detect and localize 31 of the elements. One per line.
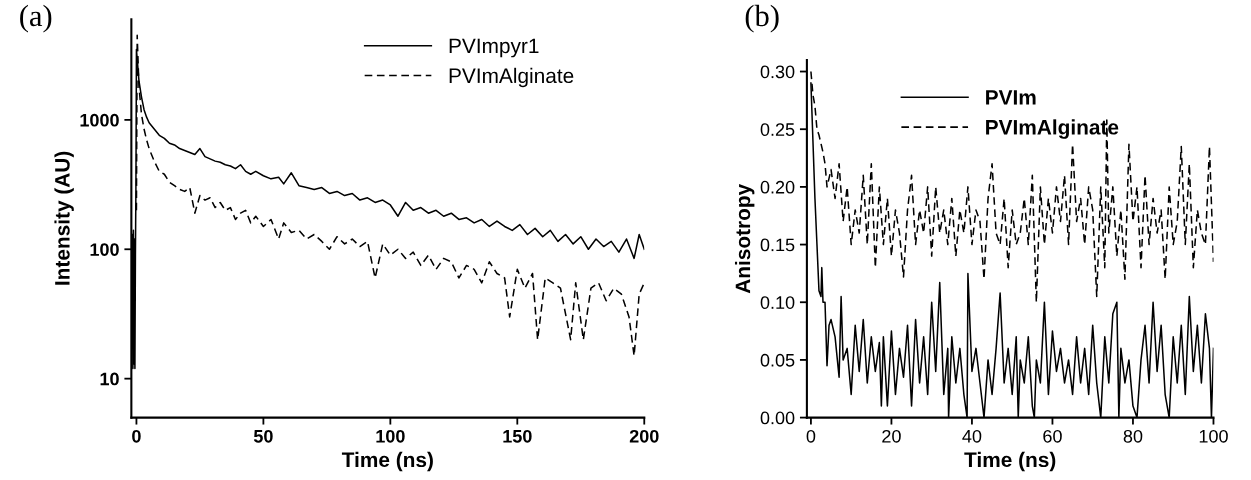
y-tick-label: 0.30 [760,65,795,79]
x-tick-label: 0 [132,429,141,443]
x-tick-label: 60 [1043,429,1062,443]
legend-label: PVImAlginate [986,119,1119,139]
text: (b) [745,4,779,33]
x-axis-title: Time (ns) [341,451,433,472]
x-tick-label: 40 [962,429,982,443]
x-tick-label: 0 [806,429,816,443]
x-axis-title: Time (ns) [964,451,1056,472]
y-axis-title: Intensity (AU) [54,151,74,285]
legend-label: PVIm [986,90,1036,105]
legend-label: PVImpyr1 [449,38,539,58]
y-tick-label: 1000 [80,113,119,127]
x-tick-label: 80 [1123,429,1143,443]
y-tick-label: 0.00 [760,411,795,425]
y-tick-label: 0.20 [760,180,795,194]
x-tick-label: 150 [503,429,532,443]
text: (a) [20,4,52,33]
x-tick-label: 100 [1199,429,1228,443]
legend-label: PVImAlginate [449,67,574,88]
x-tick-label: 20 [882,429,901,443]
y-tick-label: 0.05 [760,353,795,367]
y-axis-title: Anisotropy [734,183,755,294]
y-tick-label: 100 [90,243,119,256]
y-tick-label: 0.10 [760,296,795,309]
x-tick-label: 100 [376,429,405,443]
y-tick-label: 0.25 [760,123,795,136]
x-tick-label: 200 [629,429,659,443]
y-tick-label: 0.15 [760,238,795,252]
y-tick-label: 10 [100,372,119,386]
x-tick-label: 50 [253,429,273,443]
